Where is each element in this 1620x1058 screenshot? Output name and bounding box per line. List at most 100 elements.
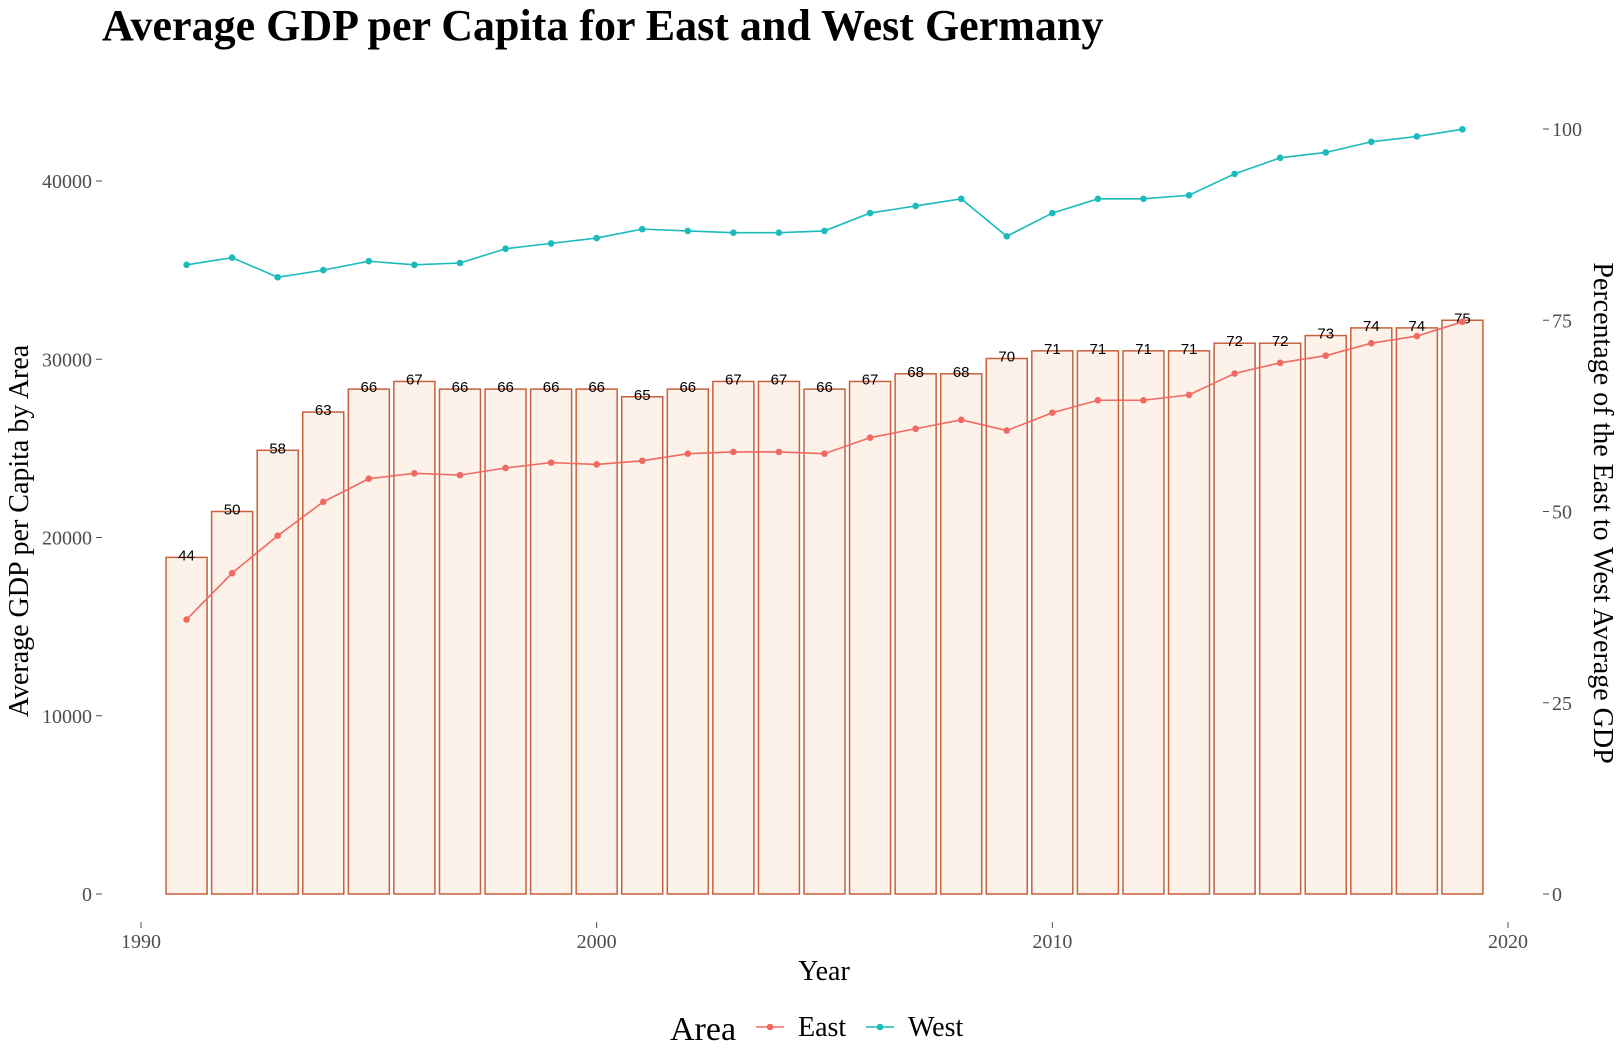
east-point bbox=[1003, 427, 1011, 434]
west-point bbox=[593, 234, 600, 242]
x-tick-label: 2020 bbox=[1488, 931, 1528, 953]
east-point bbox=[183, 616, 190, 623]
left-axis: 0 10000 20000 30000 40000 bbox=[42, 171, 102, 906]
bar bbox=[393, 380, 436, 895]
bar-label: 71 bbox=[1135, 341, 1152, 358]
east-point bbox=[456, 471, 464, 479]
west-point bbox=[319, 266, 327, 274]
east-point bbox=[1140, 396, 1147, 404]
bar bbox=[1258, 342, 1302, 895]
east-point bbox=[684, 450, 692, 458]
east-point bbox=[730, 448, 737, 456]
legend: Area East West bbox=[670, 1011, 964, 1048]
bar bbox=[1167, 350, 1211, 895]
west-point bbox=[274, 273, 282, 281]
west-point bbox=[1185, 191, 1193, 199]
west-point bbox=[547, 240, 555, 247]
bar-label: 44 bbox=[178, 547, 195, 564]
bar-labels-group: 44 50 58 63 66 67 66 66 66 66 65 66 67 67 66 67 68 68 70 71… bbox=[178, 310, 1471, 564]
bar-label: 58 bbox=[269, 440, 286, 457]
bars-group bbox=[165, 319, 1484, 895]
bar-label: 66 bbox=[543, 379, 560, 396]
bar bbox=[302, 411, 345, 895]
y2-tick-label: 100 bbox=[1552, 119, 1582, 141]
east-point bbox=[319, 498, 327, 506]
east-point bbox=[593, 461, 600, 468]
bar bbox=[438, 388, 482, 895]
x-tick-label: 2000 bbox=[577, 931, 617, 953]
west-point bbox=[1049, 209, 1056, 217]
y2-tick-label: 50 bbox=[1552, 502, 1572, 524]
west-point bbox=[912, 202, 919, 210]
bar-label: 66 bbox=[588, 379, 605, 396]
bar-label: 68 bbox=[907, 364, 924, 381]
bar-label: 67 bbox=[771, 371, 788, 388]
bar bbox=[803, 388, 846, 895]
west-point bbox=[1276, 154, 1284, 162]
bar-label: 63 bbox=[315, 402, 332, 419]
bar bbox=[939, 373, 983, 895]
bar-label: 67 bbox=[862, 371, 879, 388]
east-point bbox=[821, 450, 828, 458]
bar-label: 73 bbox=[1317, 326, 1334, 343]
x-tick-label: 1990 bbox=[121, 931, 161, 953]
bar-label: 67 bbox=[406, 371, 423, 388]
legend-east-point bbox=[766, 1023, 774, 1031]
east-point bbox=[957, 416, 965, 424]
east-point bbox=[274, 532, 282, 540]
y2-tick-label: 75 bbox=[1552, 310, 1572, 332]
y2-tick-label: 0 bbox=[1552, 884, 1562, 906]
west-point bbox=[183, 261, 190, 269]
west-point bbox=[775, 229, 783, 236]
east-point bbox=[1231, 370, 1238, 377]
bar bbox=[985, 357, 1029, 895]
west-point bbox=[365, 257, 373, 265]
west-point bbox=[411, 261, 418, 269]
east-point bbox=[866, 434, 874, 441]
legend-east-label: East bbox=[798, 1012, 846, 1043]
bar-label: 65 bbox=[634, 387, 651, 404]
y2-tick-label: 25 bbox=[1552, 693, 1572, 715]
west-point bbox=[1459, 126, 1466, 133]
bar-label: 66 bbox=[452, 379, 469, 396]
east-point bbox=[1094, 396, 1102, 404]
east-point bbox=[775, 448, 783, 456]
right-axis: 0 25 50 75 100 bbox=[1543, 119, 1582, 906]
west-point bbox=[228, 254, 236, 261]
bar-label: 72 bbox=[1226, 333, 1243, 350]
bar bbox=[712, 380, 755, 895]
bar bbox=[210, 510, 254, 895]
west-point bbox=[684, 227, 692, 235]
bar-label: 72 bbox=[1272, 333, 1289, 350]
east-point bbox=[228, 569, 236, 577]
legend-west-point bbox=[876, 1023, 884, 1031]
bar-label: 66 bbox=[679, 379, 696, 396]
bar-label: 68 bbox=[953, 364, 970, 381]
y-tick-label: 40000 bbox=[42, 171, 92, 193]
east-point bbox=[1322, 352, 1330, 359]
east-point bbox=[547, 459, 555, 466]
x-tick-label: 2010 bbox=[1032, 931, 1072, 953]
west-point bbox=[730, 229, 737, 236]
east-point bbox=[1185, 391, 1193, 399]
bar-label: 74 bbox=[1363, 318, 1380, 335]
bar bbox=[347, 388, 391, 895]
legend-title: Area bbox=[670, 1011, 736, 1048]
east-point bbox=[1276, 359, 1284, 367]
bar bbox=[256, 449, 299, 895]
west-point bbox=[821, 227, 828, 235]
legend-west-label: West bbox=[908, 1012, 964, 1043]
lines-group bbox=[183, 126, 1466, 623]
y2-axis-title: Percentage of the East to West Average G… bbox=[1587, 262, 1618, 763]
x-axis-title: Year bbox=[798, 956, 850, 987]
bar-label: 50 bbox=[224, 502, 241, 519]
west-point bbox=[1094, 195, 1102, 203]
chart-title: Average GDP per Capita for East and West… bbox=[102, 1, 1103, 50]
bar-label: 66 bbox=[816, 379, 833, 396]
bar-label: 71 bbox=[1044, 341, 1061, 358]
bar bbox=[1076, 350, 1120, 895]
bar bbox=[620, 396, 664, 895]
y-tick-label: 20000 bbox=[42, 528, 92, 550]
bar-label: 66 bbox=[360, 379, 377, 396]
